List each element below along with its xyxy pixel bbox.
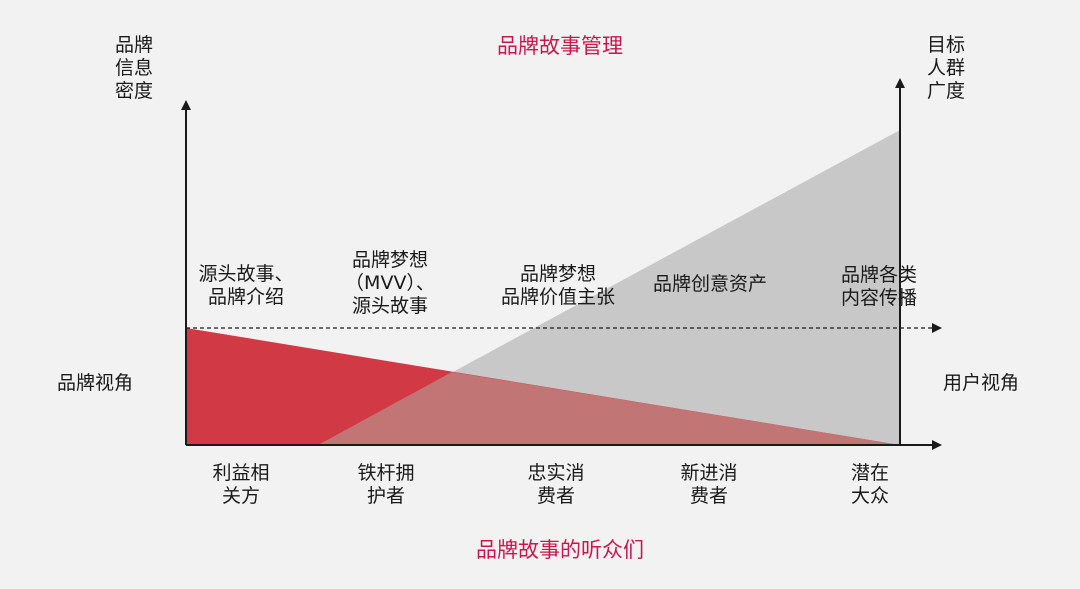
audience-label: 潜在 大众	[850, 462, 889, 507]
user-perspective-area	[318, 130, 900, 445]
audience-label: 忠实消 费者	[527, 462, 585, 507]
left-axis-label: 品牌 信息 密度	[114, 34, 153, 102]
overlap-area	[318, 372, 900, 445]
bottom-title: 品牌故事的听众们	[476, 538, 644, 562]
audience-label: 利益相 关方	[212, 462, 270, 507]
audience-label: 新进消 费者	[680, 462, 738, 507]
audience-label: 铁杆拥 护者	[357, 462, 415, 507]
stage-label: 品牌创意资产	[652, 273, 767, 295]
stage-label: 品牌梦想 品牌价值主张	[500, 263, 615, 308]
brand-perspective-area	[186, 328, 900, 445]
right-axis-label: 目标 人群 广度	[926, 34, 965, 102]
stage-label: 源头故事、 品牌介绍	[198, 263, 294, 308]
stage-label: 品牌梦想 （MVV）、 源头故事	[345, 249, 435, 317]
stage-label: 品牌各类 内容传播	[840, 264, 917, 309]
top-title: 品牌故事管理	[497, 34, 623, 58]
user-perspective-label: 用户视角	[942, 372, 1019, 394]
brand-perspective-label: 品牌视角	[56, 372, 133, 394]
